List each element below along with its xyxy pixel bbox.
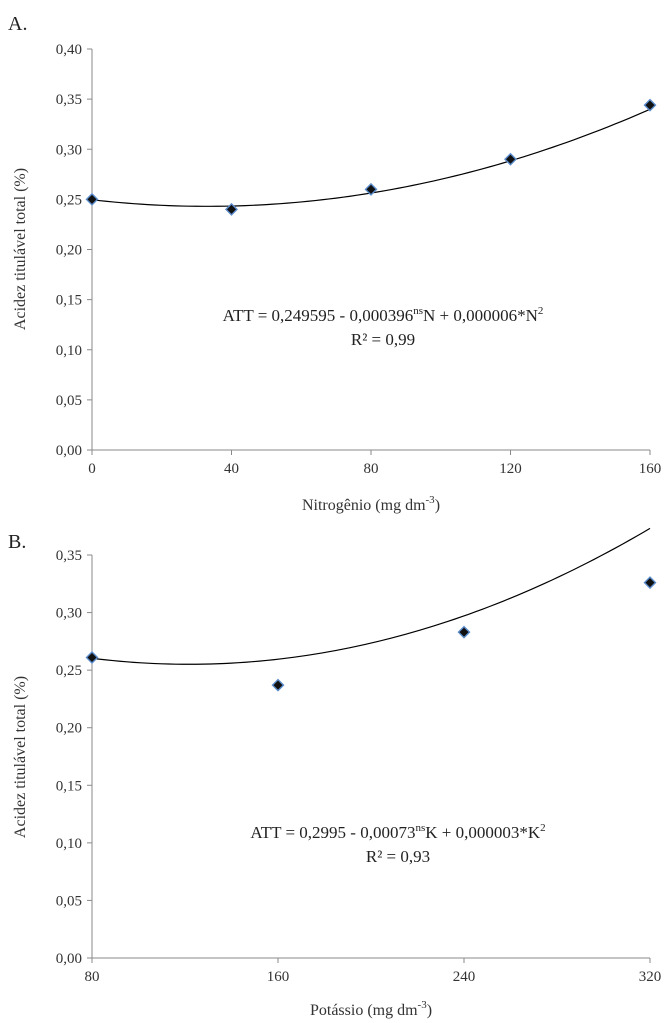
y-tick-label: 0,40 bbox=[56, 42, 82, 58]
x-tick-label: 80 bbox=[85, 969, 100, 985]
y-axis-label-b: Acidez titulável total (%) bbox=[12, 676, 29, 838]
panel-label-a: A. bbox=[8, 13, 27, 35]
x-tick-label: 160 bbox=[639, 461, 662, 477]
chart-a: A. 0,000,050,100,150,200,250,300,350,40 … bbox=[8, 13, 661, 514]
y-tick-label: 0,10 bbox=[56, 343, 82, 359]
x-tick-label: 0 bbox=[88, 461, 96, 477]
data-point bbox=[457, 625, 471, 639]
y-tick-label: 0,30 bbox=[56, 142, 82, 158]
x-tick-label: 240 bbox=[453, 969, 476, 985]
data-point bbox=[225, 202, 238, 216]
data-point bbox=[364, 182, 378, 196]
y-tick-label: 0,30 bbox=[56, 606, 82, 622]
data-point bbox=[85, 650, 99, 664]
x-tick-label: 40 bbox=[224, 461, 239, 477]
y-tick-label: 0,00 bbox=[56, 443, 82, 459]
panel-label-b: B. bbox=[8, 531, 26, 553]
y-tick-label: 0,05 bbox=[56, 893, 82, 909]
equation-b: ATT = 0,2995 - 0,00073nsK + 0,000003*K2 bbox=[250, 822, 545, 842]
x-axis-label-b: Potássio (mg dm-3) bbox=[310, 999, 432, 1019]
x-tick-label: 120 bbox=[499, 461, 522, 477]
equation-a: ATT = 0,249595 - 0,000396nsN + 0,000006*… bbox=[223, 305, 544, 325]
x-axis-label-a: Nitrogênio (mg dm-3) bbox=[302, 494, 440, 514]
y-tick-label: 0,25 bbox=[56, 192, 82, 208]
fit-curve-b bbox=[91, 527, 651, 665]
r-squared-b: R² = 0,93 bbox=[366, 847, 430, 866]
y-tick-label: 0,15 bbox=[56, 778, 82, 794]
y-tick-label: 0,35 bbox=[56, 548, 82, 564]
y-tick-label: 0,15 bbox=[56, 293, 82, 309]
y-tick-label: 0,05 bbox=[56, 393, 82, 409]
r-squared-a: R² = 0,99 bbox=[351, 330, 415, 349]
data-point bbox=[643, 98, 657, 112]
data-point bbox=[504, 152, 517, 166]
x-tick-label: 320 bbox=[639, 969, 662, 985]
data-point bbox=[271, 678, 285, 692]
y-tick-label: 0,00 bbox=[56, 951, 82, 967]
x-tick-label: 80 bbox=[364, 461, 379, 477]
y-tick-label: 0,20 bbox=[56, 721, 82, 737]
x-tick-label: 160 bbox=[267, 969, 290, 985]
y-tick-label: 0,25 bbox=[56, 663, 82, 679]
chart-b: B. 0,00 0,05 0,10 0,15 0,20 0,25 0,30 0,35 80 16… bbox=[8, 527, 662, 1019]
y-tick-label: 0,20 bbox=[56, 243, 82, 259]
y-axis-label-a: Acidez titulável total (%) bbox=[12, 168, 29, 330]
y-tick-label: 0,10 bbox=[56, 836, 82, 852]
data-point bbox=[85, 192, 99, 206]
y-tick-label: 0,35 bbox=[56, 92, 82, 108]
data-point bbox=[643, 576, 657, 590]
